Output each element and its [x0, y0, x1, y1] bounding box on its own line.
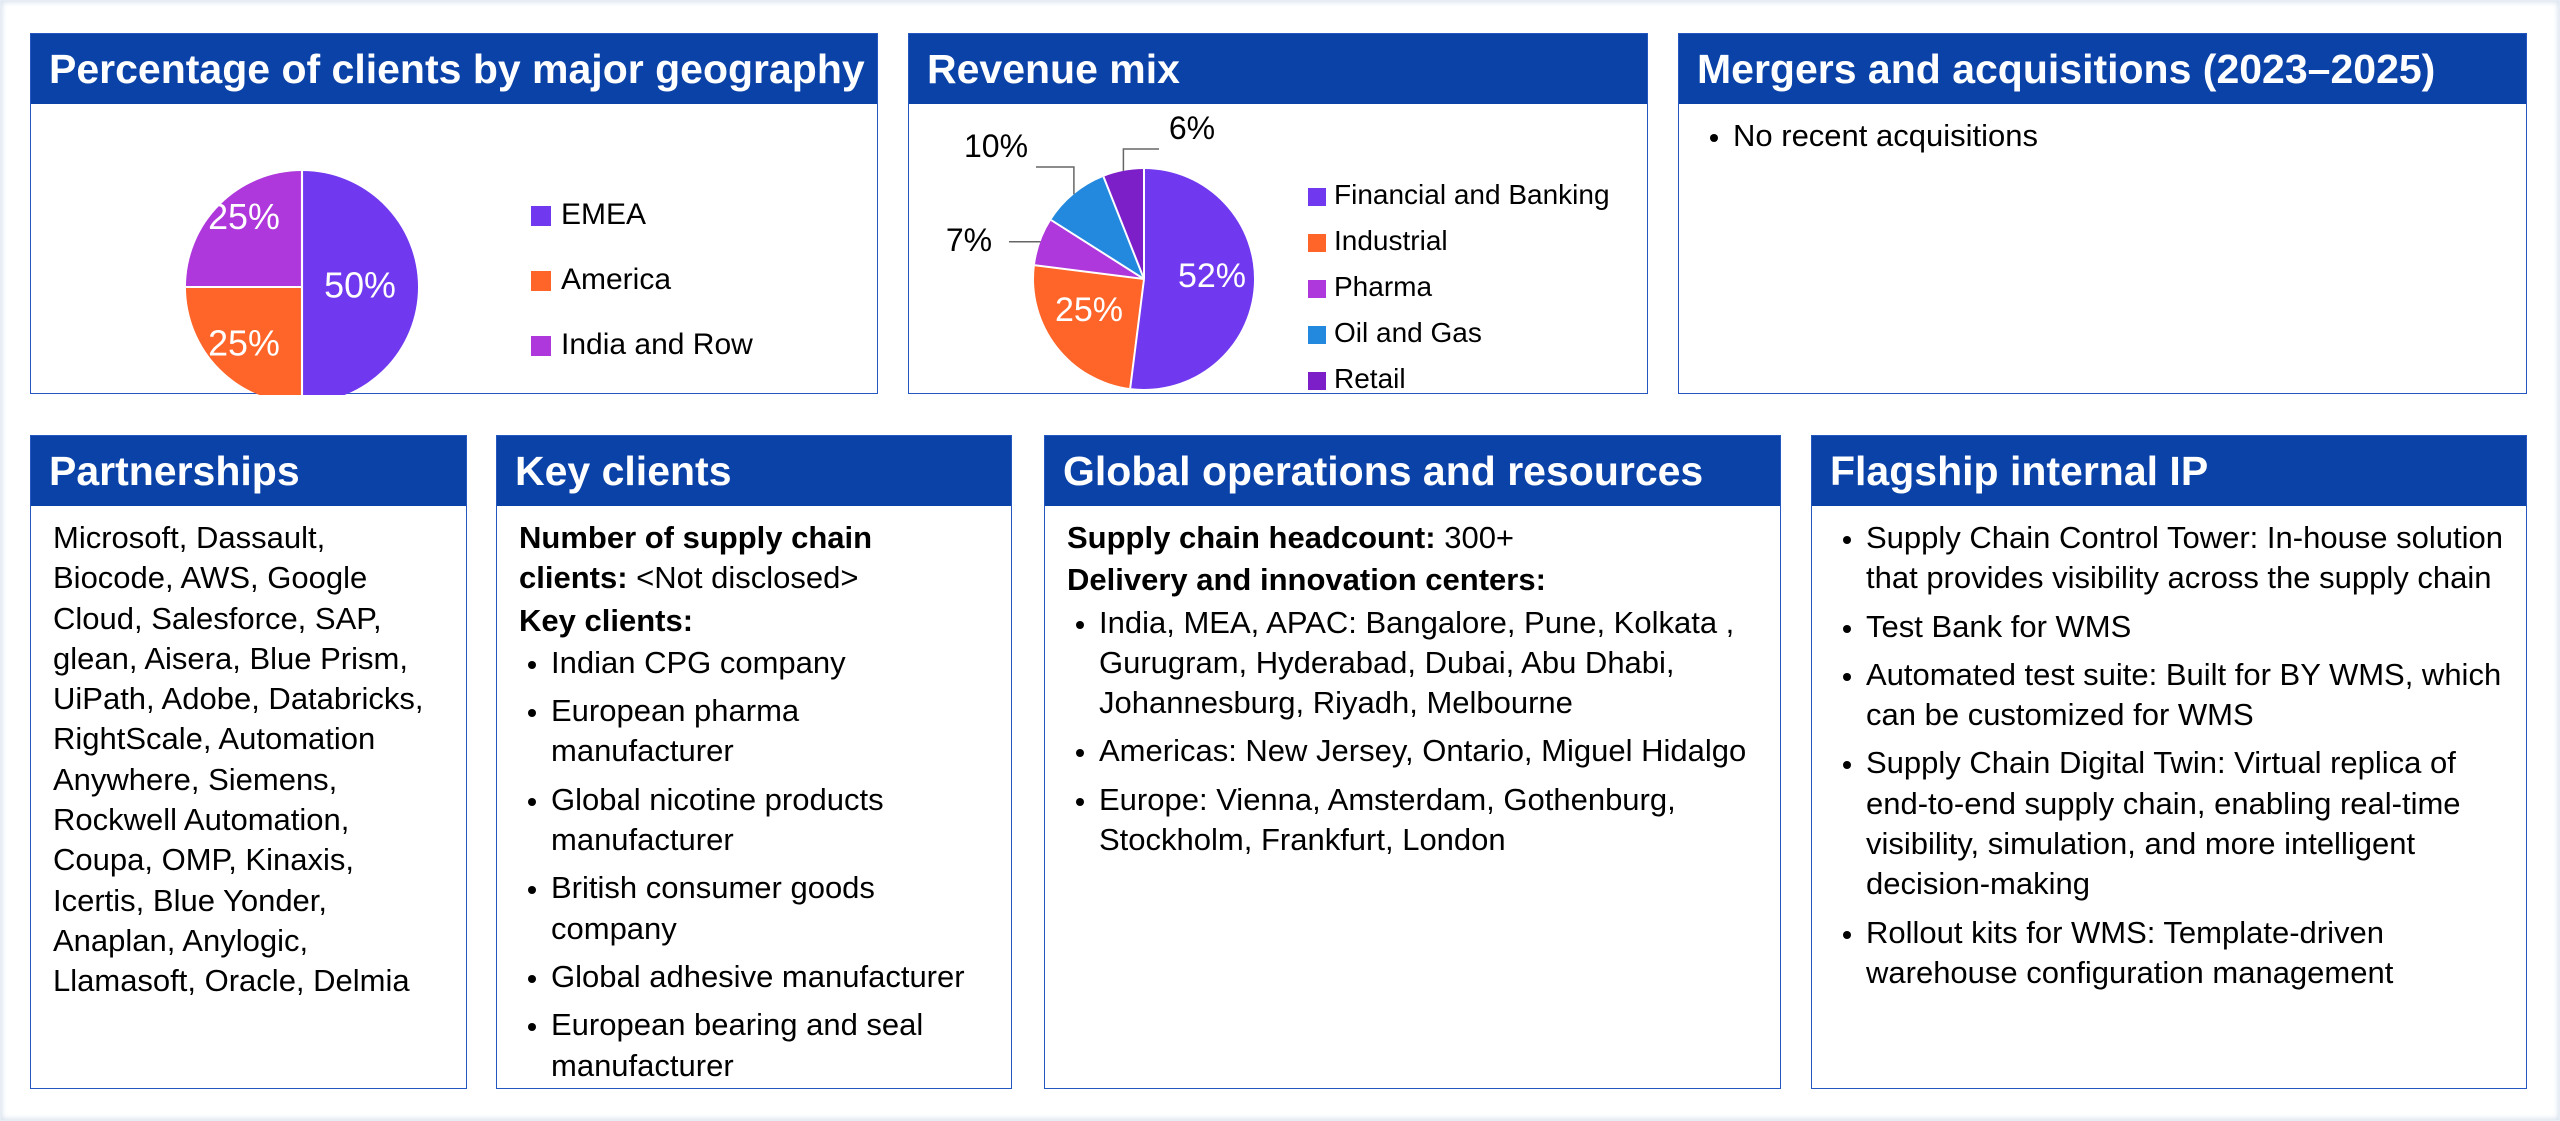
svg-text:Industrial: Industrial: [1334, 225, 1448, 256]
svg-text:Financial and Banking: Financial and Banking: [1334, 179, 1610, 210]
svg-text:25%: 25%: [208, 324, 280, 364]
svg-text:Pharma: Pharma: [1334, 271, 1432, 302]
svg-text:25%: 25%: [1055, 291, 1123, 329]
svg-text:Oil and Gas: Oil and Gas: [1334, 317, 1482, 348]
svg-text:7%: 7%: [946, 222, 992, 258]
svg-text:52%: 52%: [1178, 257, 1246, 295]
svg-text:25%: 25%: [208, 197, 280, 237]
svg-text:6%: 6%: [1169, 110, 1215, 146]
svg-text:Retail: Retail: [1334, 363, 1406, 394]
svg-text:India and Row: India and Row: [561, 328, 753, 361]
svg-text:10%: 10%: [964, 128, 1028, 164]
svg-text:America: America: [561, 263, 671, 296]
svg-text:50%: 50%: [324, 266, 396, 306]
svg-text:EMEA: EMEA: [561, 198, 646, 231]
